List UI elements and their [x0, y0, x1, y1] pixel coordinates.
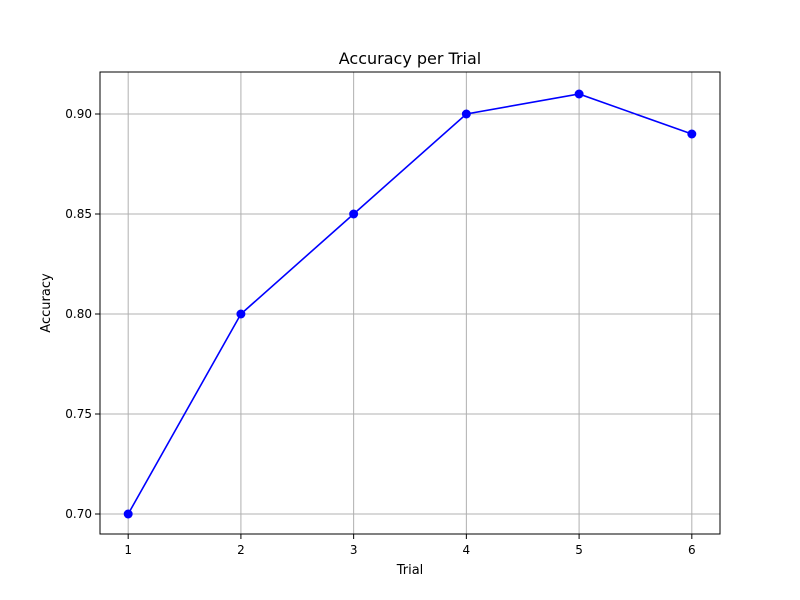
- data-point-trial-2: [236, 309, 246, 319]
- data-point-trial-4: [461, 109, 471, 119]
- y-tick-label-0.75: 0.75: [65, 407, 92, 421]
- x-tick-label-4: 4: [463, 543, 471, 557]
- chart-title: Accuracy per Trial: [339, 49, 482, 68]
- x-tick-label-5: 5: [575, 543, 583, 557]
- axis-ticks: 1 2 3 4 5 6 0.70 0.75 0.80 0.85 0.90: [65, 107, 695, 557]
- data-point-trial-1: [123, 509, 133, 519]
- x-tick-label-6: 6: [688, 543, 696, 557]
- x-tick-label-3: 3: [350, 543, 358, 557]
- x-tick-label-2: 2: [237, 543, 245, 557]
- y-tick-label-0.90: 0.90: [65, 107, 92, 121]
- y-tick-label-0.70: 0.70: [65, 507, 92, 521]
- y-tick-label-0.85: 0.85: [65, 207, 92, 221]
- data-point-trial-3: [349, 209, 359, 219]
- plot-area-frame: [99, 71, 721, 535]
- data-point-trial-5: [574, 89, 584, 99]
- y-axis-label: Accuracy: [39, 273, 54, 333]
- data-point-trial-6: [687, 129, 697, 139]
- y-tick-label-0.80: 0.80: [65, 307, 92, 321]
- x-axis-label: Trial: [396, 563, 424, 578]
- series-accuracy: [123, 89, 697, 519]
- series-line: [127, 93, 693, 515]
- grid: [100, 72, 720, 534]
- x-tick-label-1: 1: [124, 543, 132, 557]
